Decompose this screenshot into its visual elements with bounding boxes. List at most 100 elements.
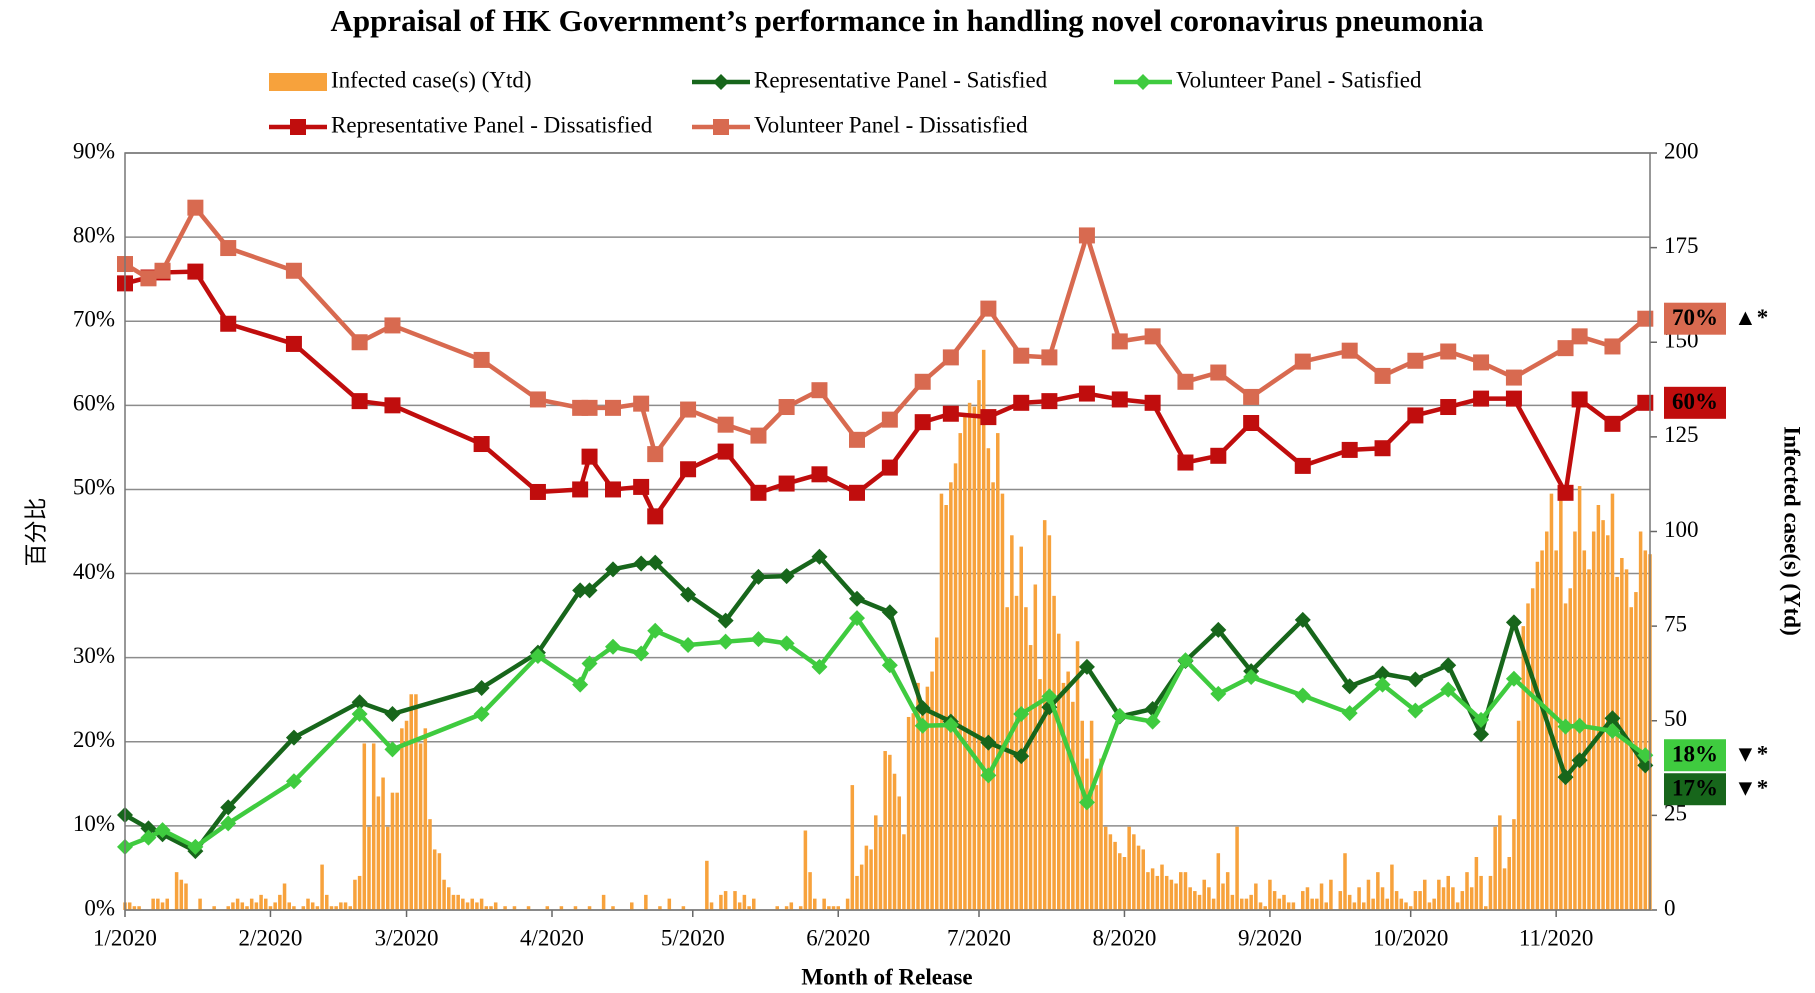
bar (709, 902, 714, 910)
marker (1144, 713, 1161, 730)
marker (1078, 658, 1095, 675)
bar (1399, 898, 1404, 910)
bar (888, 754, 892, 910)
bar (1207, 887, 1211, 910)
legend-swatch (269, 73, 327, 91)
bar (1061, 682, 1066, 910)
marker (290, 119, 306, 135)
bar (137, 906, 141, 910)
y-tick-label: 50% (73, 475, 115, 500)
bar (719, 894, 723, 910)
bar (1601, 520, 1605, 910)
bar (953, 463, 958, 910)
marker (605, 638, 621, 655)
bar (667, 898, 672, 910)
bar (1512, 819, 1516, 910)
end-label-box (1664, 302, 1726, 335)
end-label: 70% (1672, 305, 1718, 330)
marker (1294, 457, 1311, 474)
bar (127, 902, 132, 910)
bar (329, 906, 334, 910)
bar (198, 898, 202, 910)
marker (1473, 711, 1490, 728)
bar (1446, 875, 1450, 910)
bar (245, 906, 249, 910)
bar (939, 493, 944, 910)
x-tick-label: 9/2020 (1238, 925, 1302, 950)
bar (1540, 550, 1544, 910)
line (124, 615, 1647, 850)
bar (1244, 898, 1249, 910)
bar (1451, 887, 1455, 910)
bar (386, 826, 390, 910)
marker (1144, 394, 1161, 411)
marker (633, 395, 650, 412)
bar (479, 898, 484, 910)
bar (1437, 879, 1441, 910)
marker (140, 820, 157, 837)
bar (705, 860, 709, 910)
bar (803, 830, 808, 910)
marker (529, 483, 546, 500)
marker (1111, 391, 1128, 408)
bar (151, 898, 155, 910)
marker (605, 561, 621, 578)
marker (1135, 74, 1151, 90)
bar (249, 898, 254, 910)
marker (914, 717, 931, 734)
marker (384, 706, 401, 723)
bar (916, 682, 920, 910)
bar (1371, 898, 1375, 910)
marker (1341, 441, 1358, 458)
marker (473, 436, 490, 453)
bar (845, 898, 850, 910)
marker (1407, 407, 1424, 424)
bar (1183, 872, 1188, 910)
marker (647, 622, 664, 639)
bar (813, 898, 817, 910)
bar (212, 906, 216, 910)
y2-tick-label: 125 (1664, 422, 1699, 447)
bar (1549, 493, 1554, 910)
marker (605, 399, 621, 416)
bar (484, 906, 489, 910)
marker (220, 240, 237, 257)
marker (1440, 657, 1457, 674)
bar (864, 845, 869, 910)
bar (376, 796, 381, 910)
plot-border (124, 152, 1651, 911)
y-tick-label: 40% (73, 559, 115, 584)
bar (1535, 561, 1540, 910)
bar (432, 849, 437, 910)
bar (1169, 879, 1174, 910)
marker (1473, 390, 1490, 407)
bar (1502, 868, 1507, 910)
marker (351, 334, 368, 351)
marker (881, 411, 898, 428)
bar (310, 902, 315, 910)
bar (1258, 902, 1263, 910)
marker (572, 481, 589, 498)
bar (658, 906, 662, 910)
y-tick-label: 70% (73, 307, 115, 332)
bar (752, 898, 756, 910)
marker (1210, 621, 1227, 638)
marker (1294, 353, 1311, 370)
marker (914, 700, 931, 717)
bar (503, 906, 507, 910)
marker (717, 443, 734, 460)
bar (348, 906, 352, 910)
bar (254, 902, 259, 910)
marker (811, 548, 828, 565)
bar (996, 433, 1000, 910)
bar (949, 482, 953, 910)
bar (972, 406, 977, 910)
bar (1610, 493, 1615, 910)
bar (1066, 671, 1070, 910)
bar (906, 716, 911, 910)
bar (958, 433, 962, 910)
marker (1473, 354, 1490, 371)
bar (1057, 633, 1061, 910)
bar (1197, 894, 1202, 910)
marker (881, 604, 898, 621)
